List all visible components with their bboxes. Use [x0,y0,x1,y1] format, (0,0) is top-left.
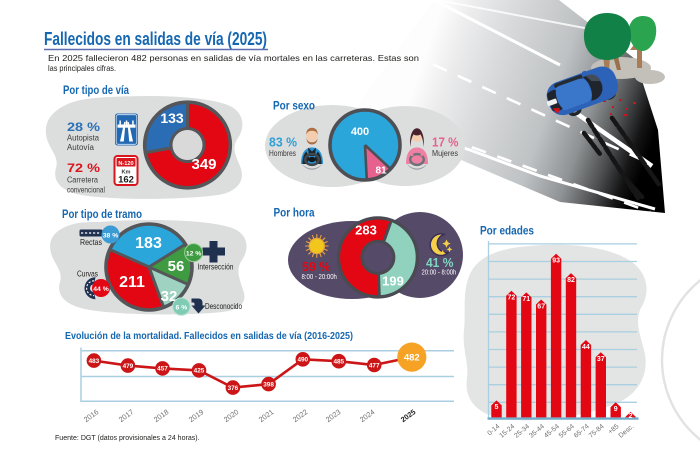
svg-text:38 %: 38 % [103,232,119,239]
svg-text:2019: 2019 [187,407,205,424]
svg-text:convencional: convencional [67,186,105,195]
svg-text:25-34: 25-34 [513,423,531,440]
svg-text:398: 398 [263,381,274,388]
svg-text:65-74: 65-74 [573,423,591,440]
svg-text:6 %: 6 % [176,304,188,311]
svg-text:93: 93 [552,258,560,265]
svg-text:Por tipo de vía: Por tipo de vía [63,85,129,97]
svg-text:Por edades: Por edades [480,226,534,238]
svg-text:17 %: 17 % [432,136,459,150]
svg-text:Km: Km [121,170,130,176]
svg-text:44: 44 [582,344,590,351]
svg-text:2023: 2023 [324,407,342,424]
svg-text:Fallecidos en salidas de vía (: Fallecidos en salidas de vía (2025) [44,29,267,49]
svg-text:Por tipo de tramo: Por tipo de tramo [62,209,142,221]
svg-text:2025: 2025 [399,407,417,424]
svg-text:199: 199 [382,274,404,289]
svg-text:400: 400 [351,126,369,138]
svg-text:Autopista: Autopista [67,134,100,143]
svg-text:81: 81 [375,166,387,177]
svg-text:28 %: 28 % [67,120,100,134]
svg-text:2016: 2016 [82,407,100,424]
svg-text:56: 56 [168,258,185,275]
svg-text:183: 183 [135,235,162,252]
svg-text:5: 5 [495,404,499,411]
svg-text:457: 457 [157,366,168,373]
svg-text:2024: 2024 [358,407,376,424]
svg-text:37: 37 [597,356,605,363]
svg-text:41 %: 41 % [426,256,453,270]
svg-text:Rectas: Rectas [80,237,102,247]
svg-text:8:00 - 20:00h: 8:00 - 20:00h [302,272,337,281]
svg-text:211: 211 [119,274,145,291]
svg-text:N-120: N-120 [118,161,133,167]
svg-text:2021: 2021 [257,407,275,424]
svg-text:Carretera: Carretera [67,176,98,185]
svg-text:Por hora: Por hora [274,208,316,220]
svg-text:483: 483 [89,358,100,365]
svg-text:Desconocido: Desconocido [205,301,242,311]
svg-text:Hombres: Hombres [269,149,296,158]
svg-text:376: 376 [228,385,239,392]
svg-text:12 %: 12 % [186,250,202,257]
svg-text:Desc.: Desc. [618,423,636,440]
svg-text:20:00 - 8:00h: 20:00 - 8:00h [422,268,457,277]
svg-text:72 %: 72 % [67,161,100,175]
svg-text:283: 283 [355,223,377,238]
svg-text:35-44: 35-44 [528,423,546,440]
svg-text:Mujeres: Mujeres [432,149,458,158]
svg-text:67: 67 [537,303,545,310]
svg-text:2022: 2022 [291,407,309,424]
svg-text:Intersección: Intersección [198,262,234,272]
svg-text:Curvas: Curvas [77,269,98,279]
svg-text:2017: 2017 [117,407,135,424]
svg-text:71: 71 [522,296,530,303]
svg-text:2: 2 [629,413,633,420]
svg-text:2018: 2018 [152,407,170,424]
svg-text:las principales cifras.: las principales cifras. [48,63,116,73]
svg-text:82: 82 [567,277,575,284]
svg-text:75-84: 75-84 [588,423,606,440]
svg-text:59 %: 59 % [302,260,331,274]
svg-text:485: 485 [333,359,344,366]
svg-text:Autovía: Autovía [67,143,95,152]
svg-text:482: 482 [404,353,420,364]
svg-text:349: 349 [191,156,216,173]
svg-text:32: 32 [161,288,178,305]
svg-text:72: 72 [508,295,516,302]
svg-text:45-54: 45-54 [543,423,561,440]
svg-text:2020: 2020 [222,407,240,424]
svg-text:44 %: 44 % [93,286,109,293]
svg-text:9: 9 [614,406,618,413]
svg-text:162: 162 [118,175,134,186]
svg-text:490: 490 [297,357,308,364]
svg-text:477: 477 [369,362,380,369]
svg-text:Por sexo: Por sexo [273,101,315,113]
svg-text:15-24: 15-24 [498,423,516,440]
svg-text:En 2025 fallecieron 482 person: En 2025 fallecieron 482 personas en sali… [48,53,419,63]
svg-text:83 %: 83 % [269,136,297,150]
svg-text:133: 133 [160,110,184,126]
svg-text:Fuente: DGT (datos provisional: Fuente: DGT (datos provisionales a 24 ho… [55,433,200,442]
svg-text:479: 479 [123,363,134,370]
svg-text:55-64: 55-64 [558,423,576,440]
svg-text:Evolución de la mortalidad. Fa: Evolución de la mortalidad. Fallecidos e… [65,330,353,342]
svg-text:425: 425 [194,368,205,375]
